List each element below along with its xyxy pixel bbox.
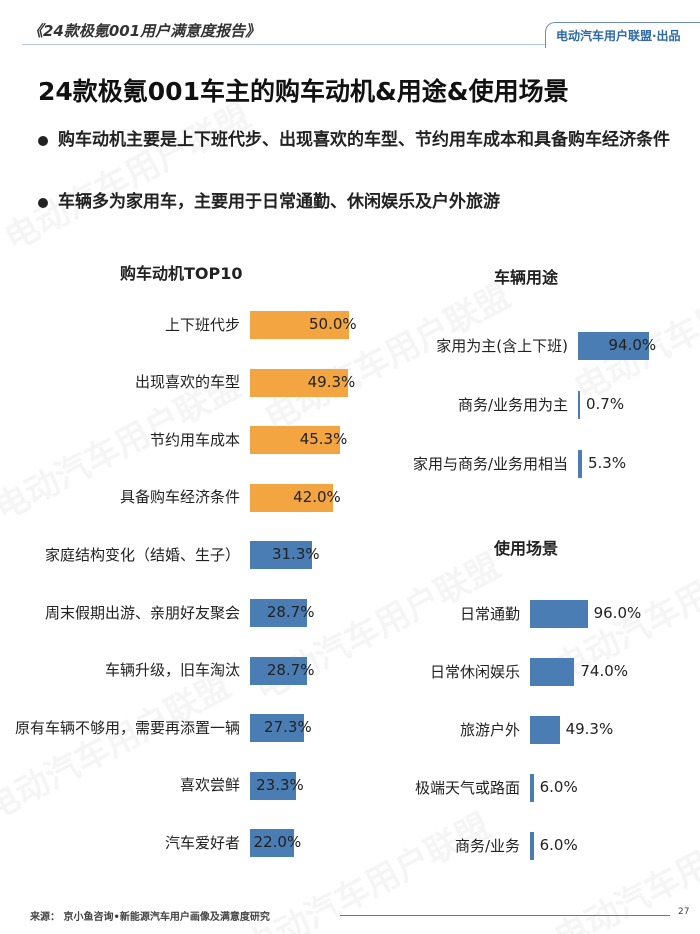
chart-title-motivation: 购车动机TOP10 (120, 264, 243, 283)
category-label: 出现喜欢的车型 (134, 373, 240, 392)
page-number: 27 (678, 907, 690, 917)
chart-title-scenario: 使用场景 (494, 539, 559, 558)
bar (578, 332, 649, 360)
bullet-item: 车辆多为家用车，主要用于日常通勤、休闲娱乐及户外旅游 (38, 190, 678, 215)
watermark-text: 电动汽车用户联盟 (0, 96, 258, 260)
category-label: 汽车爱好者 (164, 833, 240, 852)
chart-title-usage: 车辆用途 (494, 268, 559, 287)
watermark-text: 电动汽车用户联盟 (0, 666, 238, 830)
category-label: 节约用车成本 (149, 430, 240, 449)
bar (578, 391, 580, 419)
bullet-dot-icon (38, 136, 48, 146)
brand-tab (545, 22, 700, 48)
category-label: 日常通勤 (459, 604, 520, 623)
category-label: 周末假期出游、亲朋好友聚会 (44, 603, 240, 622)
bar (250, 656, 307, 685)
watermark-text: 电动汽车用户联盟 (238, 806, 498, 934)
value-label: 28.7% (266, 660, 315, 679)
bar (578, 450, 582, 478)
value-label: 74.0% (580, 662, 629, 680)
category-label: 上下班代步 (164, 315, 240, 334)
value-label: 31.3% (271, 545, 320, 564)
bullet-text: 车辆多为家用车，主要用于日常通勤、休闲娱乐及户外旅游 (58, 192, 500, 212)
bullet-dot-icon (38, 198, 48, 208)
value-label: 50.0% (309, 315, 357, 333)
bar (530, 716, 560, 744)
category-label: 原有车辆不够用，需要再添置一辆 (14, 718, 240, 737)
bar (250, 771, 297, 800)
bar (250, 483, 334, 512)
category-label: 商务/业务用为主 (457, 395, 568, 414)
bar (530, 600, 588, 628)
source-note: 来源： 京小鱼咨询•新能源汽车用户画像及满意度研究 (30, 912, 270, 923)
bar (250, 541, 312, 570)
value-label: 94.0% (608, 336, 657, 354)
value-label: 22.0% (253, 833, 302, 852)
value-label: 49.3% (565, 720, 614, 738)
value-label: 6.0% (539, 836, 578, 854)
footer-divider (340, 915, 670, 916)
header-divider (22, 44, 700, 45)
value-label: 0.7% (586, 395, 625, 413)
bar (250, 829, 294, 858)
report-title: 《24款极氪001用户满意度报告》 (28, 22, 261, 40)
value-label: 96.0% (593, 604, 642, 622)
value-label: 27.3% (264, 718, 312, 737)
value-label: 42.0% (293, 487, 341, 506)
page-header: 《24款极氪001用户满意度报告》 电动汽车用户联盟·出品 (0, 0, 700, 56)
value-label: 5.3% (587, 454, 627, 472)
bar (250, 599, 307, 627)
category-label: 旅游户外 (459, 720, 520, 739)
bar (530, 832, 534, 860)
bullet-item: 购车动机主要是上下班代步、出现喜欢的车型、节约用车成本和具备购车经济条件 (38, 128, 678, 153)
bar (250, 368, 348, 397)
bar (250, 426, 340, 455)
bar (250, 714, 305, 743)
category-label: 具备购车经济条件 (119, 488, 240, 507)
page-title: 24款极氪001车主的购车动机&用途&使用场景 (38, 77, 569, 106)
category-label: 日常休闲娱乐 (429, 662, 520, 681)
bar (530, 658, 575, 686)
category-label: 家用为主(含上下班) (436, 336, 568, 355)
bar (530, 774, 534, 802)
bullet-text: 购车动机主要是上下班代步、出现喜欢的车型、节约用车成本和具备购车经济条件 (58, 130, 670, 150)
watermark-text: 电动汽车用户联盟 (548, 796, 700, 934)
watermark-text: 电动汽车用户联盟 (568, 246, 700, 410)
value-label: 28.7% (266, 603, 315, 621)
category-label: 车辆升级，旧车淘汰 (104, 661, 240, 680)
category-label: 家用与商务/业务用相当 (412, 454, 568, 473)
category-label: 极端天气或路面 (414, 778, 520, 797)
brand-label: 电动汽车用户联盟·出品 (556, 29, 681, 43)
value-label: 49.3% (307, 372, 356, 391)
bar (250, 311, 349, 339)
value-label: 23.3% (256, 775, 304, 794)
category-label: 商务/业务 (454, 836, 520, 855)
value-label: 6.0% (539, 778, 578, 796)
category-label: 喜欢尝鲜 (179, 776, 240, 795)
category-label: 家庭结构变化（结婚、生子） (44, 545, 240, 564)
value-label: 45.3% (299, 430, 348, 449)
